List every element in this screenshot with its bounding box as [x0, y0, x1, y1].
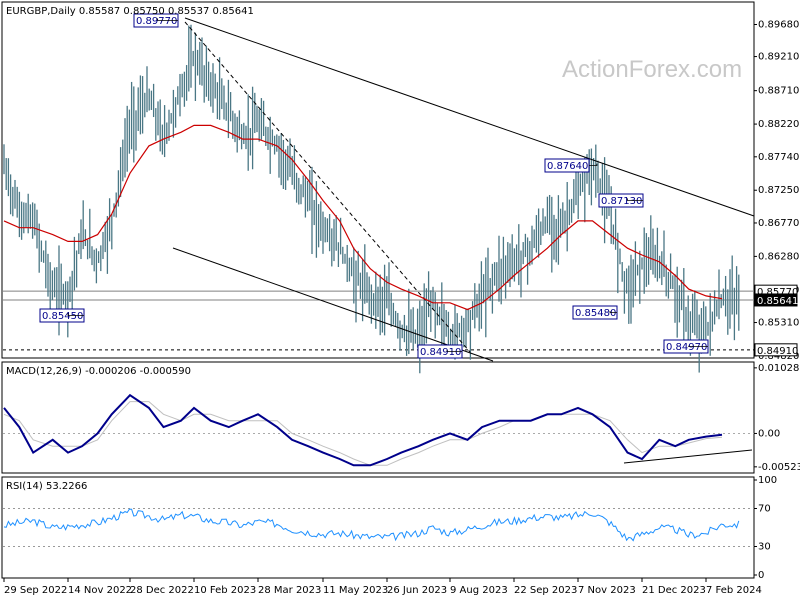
- price-tick-label: 0.86280: [758, 251, 799, 262]
- time-tick-label: 21 Dec 2023: [642, 585, 706, 596]
- price-annotation: 0.84910: [420, 347, 461, 358]
- price-tick-label: 0.88220: [758, 119, 799, 130]
- price-panel: [1, 1, 755, 359]
- time-tick-label: 28 Mar 2023: [258, 585, 321, 596]
- rsi-tick-label: 30: [758, 542, 771, 553]
- price-tick-label: 0.87250: [758, 185, 799, 196]
- annotation-connector: [446, 349, 462, 352]
- rsi-line: [3, 508, 740, 542]
- price-tag-box: [754, 343, 798, 357]
- time-tick-label: 29 Sep 2022: [4, 585, 67, 596]
- time-tick-label: 10 Feb 2023: [194, 585, 256, 596]
- price-annotation: 0.85450: [42, 311, 83, 322]
- macd-signal-line: [3, 401, 723, 466]
- price-tick-label: 0.89680: [758, 20, 799, 31]
- time-tick-label: 7 Feb 2024: [706, 585, 762, 596]
- upper-trend-line: [184, 17, 755, 217]
- annotation-connector: [157, 18, 178, 21]
- price-annotation: 0.85480: [575, 308, 616, 319]
- macd-line: [3, 393, 723, 467]
- price-tag: 0.85770: [757, 287, 798, 298]
- trend-lines: [172, 17, 755, 464]
- watermark: ActionForex.com: [562, 56, 742, 83]
- price-annotations: 0.89770 0.85450 0.84910 0.87640 0.87130 0.854…: [39, 13, 709, 359]
- price-tick-label: 0.84820: [758, 351, 799, 362]
- price-annotation: 0.87130: [601, 196, 642, 207]
- price-tick-label: 0.89210: [758, 52, 799, 63]
- price-annotation: 0.87640: [547, 161, 588, 172]
- time-tick-label: 26 Jun 2023: [387, 585, 447, 596]
- macd-panel: [1, 361, 755, 474]
- price-tick-label: 0.85310: [758, 318, 799, 329]
- price-tag-box: [754, 293, 798, 307]
- rsi-tick-label: 0: [758, 570, 764, 581]
- rsi-panel: [1, 476, 755, 579]
- price-tick-label: 0.88710: [758, 86, 799, 97]
- time-tick-label: 14 Nov 2022: [68, 585, 132, 596]
- macd-divergence-line: [623, 449, 753, 464]
- time-tick-label: 22 Sep 2023: [514, 585, 577, 596]
- price-annotation: 0.84970: [666, 342, 707, 353]
- price-tag: 0.85641: [757, 296, 798, 307]
- annotation-connector: [627, 198, 643, 201]
- annotation-connector: [67, 312, 84, 316]
- time-tick-label: 7 Nov 2023: [578, 585, 636, 596]
- annotation-connector: [688, 345, 708, 347]
- lower-trend-line: [172, 247, 494, 362]
- annotation-connector: [589, 163, 598, 166]
- rsi-tick-label: 70: [758, 504, 771, 515]
- time-tick-label: 9 Aug 2023: [450, 585, 508, 596]
- price-tag: 0.84910: [757, 346, 798, 357]
- price-bars: [3, 24, 740, 374]
- moving-average-line: [3, 124, 723, 311]
- rsi-axis: 100 70 30 0: [3, 475, 777, 581]
- time-tick-label: 28 Dec 2022: [130, 585, 194, 596]
- price-axis: 0.89680 0.89210 0.88710 0.88220 0.87740 0.872…: [754, 20, 799, 362]
- time-tick-label: 11 May 2023: [323, 585, 388, 596]
- symbol-header: EURGBP,Daily 0.85587 0.85750 0.85537 0.8…: [6, 6, 254, 17]
- macd-tick-label: -0.005232: [758, 462, 800, 473]
- annotation-connector: [609, 310, 617, 313]
- price-tick-label: 0.87740: [758, 152, 799, 163]
- macd-tick-label: 0.00: [758, 428, 780, 439]
- dashed-trend-line: [184, 21, 471, 353]
- price-annotation: 0.89770: [136, 16, 177, 27]
- rsi-tick-label: 100: [758, 475, 777, 486]
- macd-axis: 0.010283 0.00 -0.005232: [3, 363, 800, 473]
- rsi-header: RSI(14) 53.2266: [6, 481, 87, 492]
- price-tick-label: 0.86770: [758, 218, 799, 229]
- macd-tick-label: 0.010283: [758, 363, 800, 374]
- macd-header: MACD(12,26,9) -0.000206 -0.000590: [6, 366, 191, 377]
